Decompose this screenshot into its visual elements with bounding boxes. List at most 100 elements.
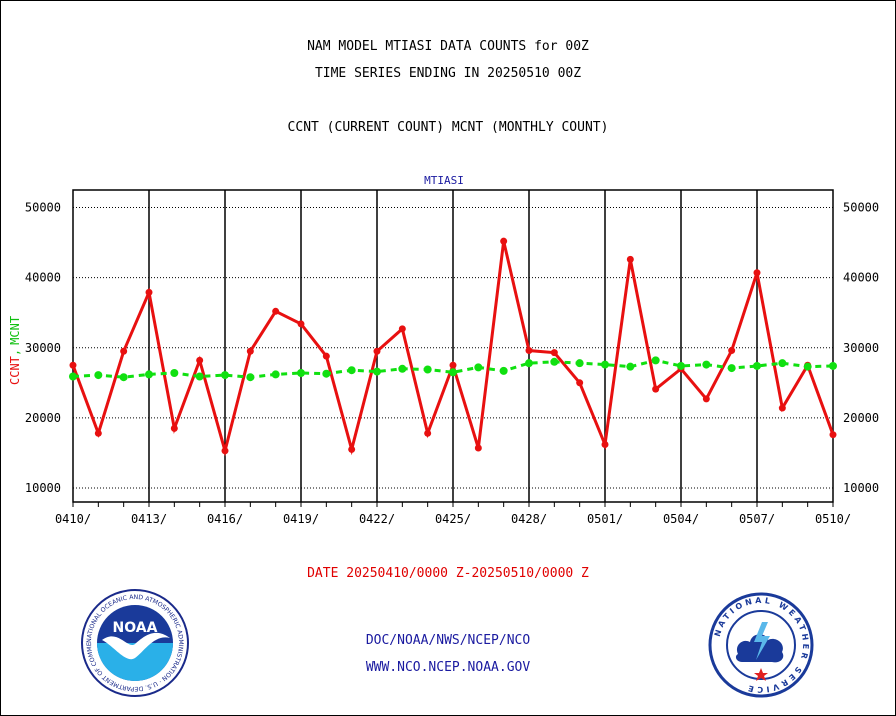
data-point-ccnt [272, 307, 280, 315]
data-point-mcnt [651, 356, 660, 365]
y-tick-label-left: 10000 [25, 481, 61, 495]
y-axis-label-ccnt: CCNT [8, 356, 22, 385]
data-point-mcnt [499, 366, 508, 375]
data-point-mcnt [297, 368, 305, 377]
data-point-ccnt [778, 404, 786, 412]
data-point-ccnt [69, 361, 77, 369]
y-tick-label-left: 20000 [25, 411, 61, 425]
data-point-ccnt [246, 347, 254, 355]
x-tick-label: 0416/ [207, 512, 243, 526]
data-point-ccnt [94, 429, 102, 437]
y-tick-label-right: 20000 [843, 411, 879, 425]
data-point-ccnt [829, 431, 837, 439]
y-tick-label-right: 30000 [843, 341, 879, 355]
data-point-mcnt [753, 361, 761, 370]
data-point-mcnt [803, 362, 812, 371]
data-point-mcnt [702, 360, 711, 369]
x-tick-label: 0425/ [435, 512, 471, 526]
data-point-ccnt [120, 347, 128, 355]
x-axis-date-range: DATE 20250410/0000 Z-20250510/0000 Z [307, 566, 589, 581]
y-axis-label-sep: , [8, 349, 22, 356]
data-point-ccnt [196, 356, 204, 364]
data-point-mcnt [550, 357, 559, 366]
data-point-ccnt [550, 349, 558, 357]
panel-title: MTIASI [424, 174, 464, 187]
x-tick-label: 0413/ [131, 512, 167, 526]
data-point-mcnt [145, 370, 153, 379]
data-point-mcnt [119, 373, 128, 382]
x-tick-label: 0419/ [283, 512, 319, 526]
data-point-mcnt [69, 372, 77, 381]
y-axis-label-mcnt: MCNT [8, 316, 22, 345]
data-point-ccnt [601, 441, 609, 449]
data-point-mcnt [246, 373, 255, 382]
x-tick-label: 0422/ [359, 512, 395, 526]
y-tick-label-right: 40000 [843, 271, 879, 285]
x-tick-label: 0410/ [55, 512, 91, 526]
data-point-mcnt [778, 359, 787, 368]
data-point-ccnt [474, 444, 482, 452]
chart-title-line2: TIME SERIES ENDING IN 20250510 00Z [314, 66, 582, 81]
data-point-mcnt [221, 371, 229, 380]
data-point-ccnt [170, 424, 178, 432]
data-point-mcnt [195, 372, 204, 381]
data-point-ccnt [626, 255, 634, 263]
data-point-mcnt [170, 368, 179, 377]
y-tick-label-right: 10000 [843, 481, 879, 495]
data-point-mcnt [94, 371, 103, 380]
series-layer [69, 237, 837, 457]
data-point-mcnt [677, 361, 685, 370]
data-point-ccnt [297, 320, 305, 328]
data-point-ccnt [322, 352, 330, 360]
data-point-mcnt [525, 359, 533, 368]
nws-logo: NATIONAL WEATHER SERVICE [708, 592, 814, 698]
y-tick-label-left: 40000 [25, 271, 61, 285]
data-point-mcnt [398, 364, 407, 373]
data-point-ccnt [449, 361, 457, 369]
noaa-logo-text: NOAA [113, 620, 158, 636]
data-point-mcnt [423, 365, 432, 374]
x-tick-label: 0510/ [815, 512, 851, 526]
x-tick-label: 0501/ [587, 512, 623, 526]
y-axis-label: CCNT, MCNT [8, 316, 22, 385]
y-tick-label-left: 50000 [25, 201, 61, 215]
data-point-ccnt [753, 269, 761, 277]
data-point-mcnt [626, 362, 635, 371]
data-point-ccnt [652, 385, 660, 393]
footer-org-path: DOC/NOAA/NWS/NCEP/NCO [365, 633, 531, 648]
chart-subtitle: CCNT (CURRENT COUNT) MCNT (MONTHLY COUNT… [287, 120, 609, 135]
data-point-mcnt [347, 366, 356, 375]
x-tick-label: 0428/ [511, 512, 547, 526]
data-point-mcnt [575, 359, 584, 368]
data-point-mcnt [601, 360, 609, 369]
grid-layer [73, 190, 833, 502]
footer-website-link[interactable]: WWW.NCO.NCEP.NOAA.GOV [365, 660, 531, 675]
data-point-ccnt [576, 379, 584, 387]
data-point-mcnt [271, 370, 280, 379]
data-point-ccnt [424, 429, 432, 437]
svg-text:CCNT,MCNT: CCNT, MCNT [8, 316, 22, 385]
data-point-ccnt [373, 347, 381, 355]
y-tick-label-right: 50000 [843, 201, 879, 215]
x-tick-label: 0504/ [663, 512, 699, 526]
data-point-ccnt [728, 347, 736, 355]
data-point-ccnt [145, 288, 153, 296]
data-point-ccnt [398, 325, 406, 333]
data-point-mcnt [727, 364, 736, 373]
data-point-ccnt [500, 237, 508, 245]
data-point-ccnt [702, 395, 710, 403]
data-point-ccnt [221, 447, 229, 455]
data-point-mcnt [322, 369, 331, 378]
axes-layer: 10000 10000 20000 20000 30000 30000 40000 40000… [25, 189, 879, 526]
data-point-mcnt [373, 367, 381, 376]
data-point-mcnt [474, 363, 483, 372]
x-tick-label: 0507/ [739, 512, 775, 526]
chart-title-line1: NAM MODEL MTIASI DATA COUNTS for 00Z [307, 39, 589, 54]
data-point-mcnt [829, 361, 837, 370]
data-point-ccnt [525, 347, 533, 355]
noaa-logo: NATIONAL OCEANIC AND ATMOSPHERIC ADMINIS… [80, 588, 189, 697]
data-point-mcnt [449, 368, 457, 377]
y-tick-label-left: 30000 [25, 341, 61, 355]
data-point-ccnt [348, 445, 356, 453]
